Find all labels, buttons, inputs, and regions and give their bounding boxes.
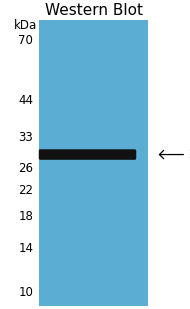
Text: Western Blot: Western Blot	[45, 3, 142, 18]
Text: 70: 70	[18, 34, 33, 47]
Text: 10: 10	[18, 286, 33, 299]
Text: 22: 22	[18, 184, 33, 197]
Text: 44: 44	[18, 94, 33, 107]
Text: 14: 14	[18, 242, 33, 255]
Text: 29kDa: 29kDa	[188, 148, 190, 161]
Bar	[39, 20, 148, 306]
Text: 33: 33	[18, 131, 33, 144]
Text: 26: 26	[18, 162, 33, 175]
Text: kDa: kDa	[14, 19, 37, 32]
FancyBboxPatch shape	[39, 149, 136, 160]
Text: 18: 18	[18, 210, 33, 223]
